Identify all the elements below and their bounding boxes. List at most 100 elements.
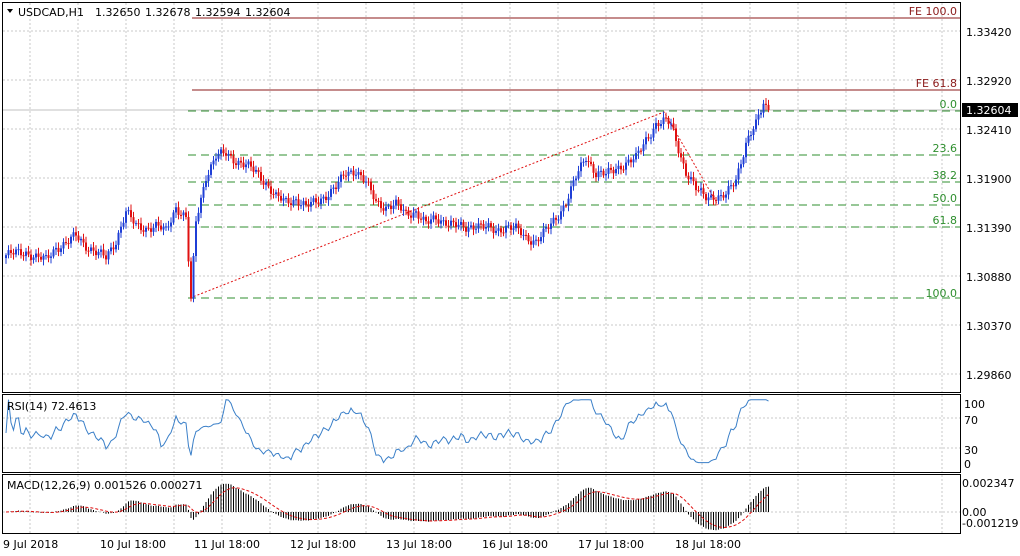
- candle-body: [677, 140, 680, 154]
- candle-body: [492, 227, 495, 233]
- candle-body: [332, 187, 335, 189]
- candle-body: [642, 144, 645, 152]
- candle-body: [460, 221, 462, 225]
- time-tick: 12 Jul 18:00: [290, 538, 356, 551]
- fib-50-label: 50.0: [933, 192, 958, 205]
- fe-100-label: FE 100.0: [909, 5, 957, 18]
- candle-body: [377, 200, 380, 202]
- candle-body: [175, 207, 177, 213]
- candle-body: [210, 164, 212, 175]
- candle-body: [362, 175, 365, 182]
- candle-body: [485, 226, 487, 229]
- candle-body: [600, 170, 602, 172]
- candle-body: [735, 179, 737, 187]
- candle-body: [515, 223, 517, 229]
- candle-body: [670, 123, 672, 125]
- candle-body: [62, 242, 65, 249]
- candle-body: [757, 114, 760, 120]
- candle-body: [390, 205, 392, 209]
- candle-body: [40, 256, 42, 260]
- candle-body: [75, 232, 77, 236]
- candle-body: [77, 235, 80, 241]
- low-value: 1.32594: [195, 6, 241, 19]
- candle-body: [605, 173, 607, 176]
- candle-body: [187, 216, 190, 262]
- candle-body: [685, 163, 687, 176]
- candle-body: [410, 215, 412, 218]
- candle-body: [380, 201, 382, 209]
- candle-body: [385, 206, 387, 211]
- candle-body: [242, 162, 245, 168]
- candle-body: [430, 219, 432, 224]
- candle-body: [397, 199, 400, 205]
- candle-body: [70, 236, 72, 244]
- candle-body: [220, 149, 222, 154]
- candle-body: [647, 137, 650, 139]
- rsi-panel-frame: [2, 394, 961, 473]
- candle-body: [282, 198, 285, 201]
- price-tick: 1.30880: [966, 271, 1012, 284]
- candle-body: [240, 160, 242, 163]
- candle-body: [252, 166, 255, 172]
- candle-body: [500, 228, 502, 233]
- candle-body: [597, 171, 600, 178]
- candle-body: [425, 216, 427, 222]
- candle-body: [312, 198, 315, 202]
- candle-body: [250, 161, 252, 167]
- candle-body: [340, 174, 342, 182]
- candle-body: [690, 177, 692, 180]
- candle-body: [15, 249, 17, 255]
- fib-0-label: 0.0: [940, 98, 958, 111]
- candle-body: [137, 223, 140, 225]
- candle-body: [100, 249, 102, 252]
- candle-body: [395, 199, 397, 206]
- candle-body: [595, 172, 597, 178]
- candle-body: [535, 239, 537, 241]
- candle-body: [727, 186, 730, 195]
- fe-61-8-label: FE 61.8: [916, 77, 957, 90]
- candle-body: [280, 195, 282, 201]
- candle-body: [230, 153, 232, 156]
- current-price-value: 1.32604: [966, 104, 1012, 117]
- rsi-tick: 0: [964, 458, 971, 471]
- candle-body: [637, 150, 640, 154]
- rsi-tick: 100: [964, 398, 985, 411]
- price-tick: 1.32410: [966, 124, 1012, 137]
- candle-body: [450, 220, 452, 226]
- candle-body: [222, 149, 225, 154]
- candle-body: [365, 181, 367, 183]
- candle-body: [615, 169, 617, 174]
- candle-body: [27, 251, 30, 255]
- candle-body: [317, 202, 320, 205]
- candle-body: [480, 223, 482, 225]
- candle-body: [565, 205, 567, 207]
- candle-body: [705, 194, 707, 201]
- candle-body: [72, 232, 75, 237]
- candle-body: [245, 164, 247, 168]
- candle-body: [32, 257, 35, 260]
- time-tick: 11 Jul 18:00: [194, 538, 260, 551]
- candle-body: [472, 225, 475, 230]
- candle-body: [57, 247, 60, 252]
- candle-body: [540, 237, 542, 242]
- candle-body: [5, 255, 7, 259]
- candle-body: [287, 198, 290, 204]
- macd-tick: 0.00: [962, 506, 987, 519]
- dropdown-icon[interactable]: [7, 9, 13, 13]
- candle-body: [687, 175, 690, 180]
- time-tick: 10 Jul 18:00: [100, 538, 166, 551]
- candle-body: [427, 221, 430, 224]
- candle-body: [692, 177, 695, 182]
- candle-body: [20, 249, 22, 256]
- candle-body: [622, 169, 625, 171]
- candle-body: [655, 122, 657, 129]
- candle-body: [732, 185, 735, 187]
- candle-body: [180, 214, 182, 216]
- candle-body: [650, 137, 652, 139]
- candle-body: [102, 249, 105, 256]
- candle-body: [412, 212, 415, 218]
- candle-body: [47, 255, 50, 258]
- macd-label: MACD(12,26,9) 0.001526 0.000271: [7, 479, 203, 492]
- candle-body: [577, 171, 580, 179]
- candle-body: [462, 221, 465, 227]
